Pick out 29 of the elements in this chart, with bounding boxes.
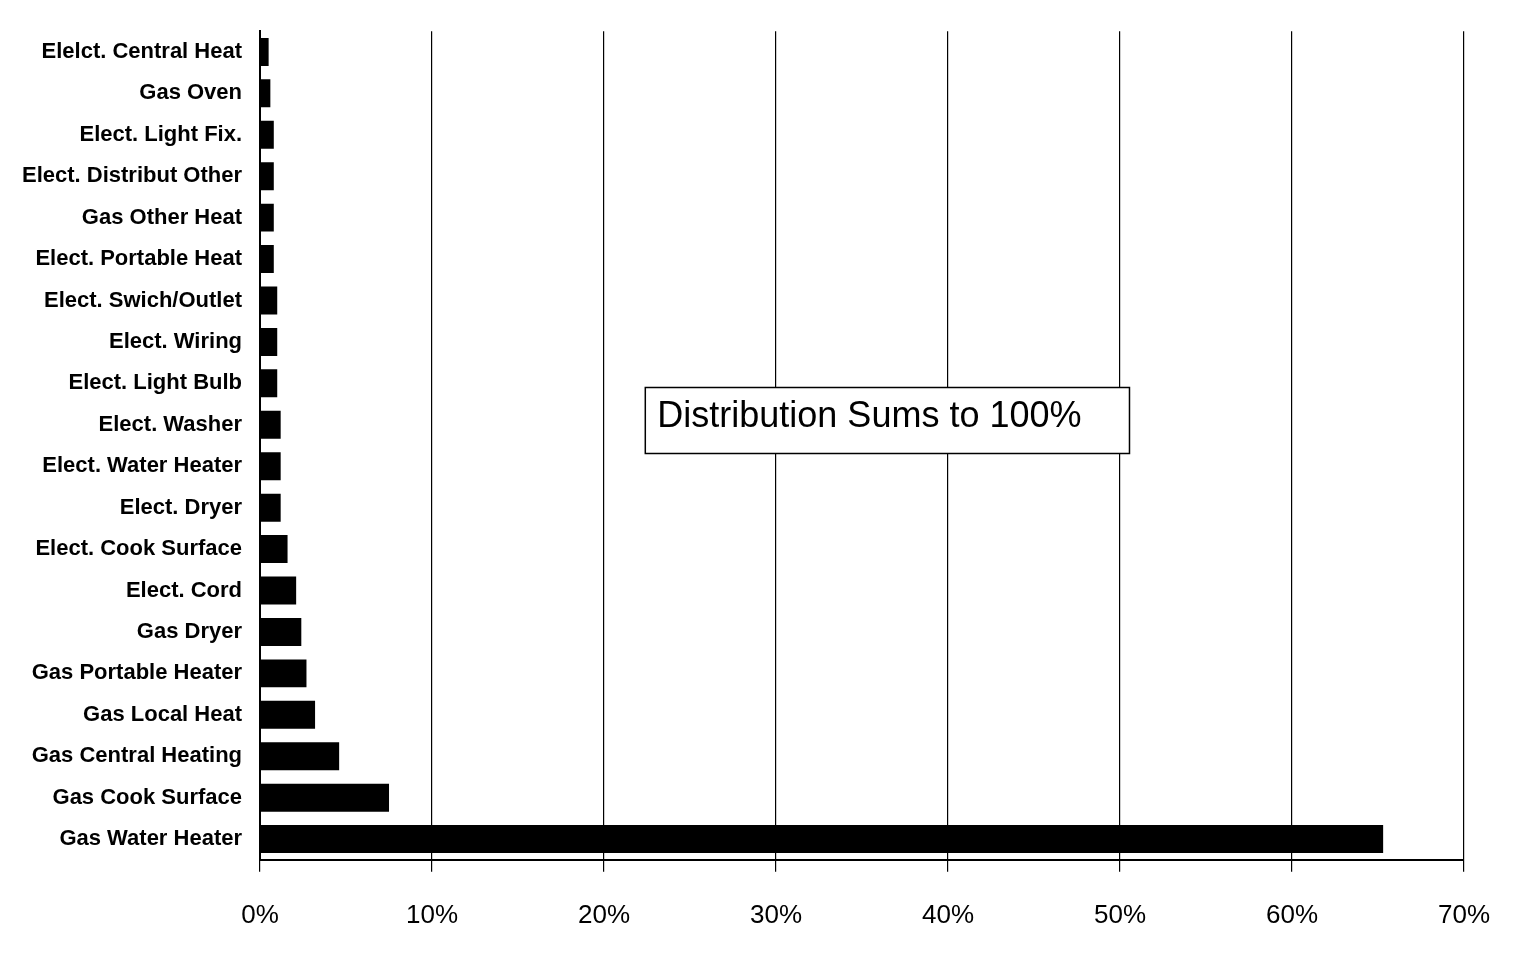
y-tick-label: Elect. Wiring xyxy=(108,327,243,353)
y-tick-label: Gas Other Heat xyxy=(81,203,243,229)
y-tick-label: Elect. Cook Surface xyxy=(35,535,243,561)
x-tick-label: 10% xyxy=(406,898,459,929)
y-tick-label: Gas Cook Surface xyxy=(52,783,243,809)
x-tick-label: 60% xyxy=(1265,898,1319,929)
x-tick-label: 40% xyxy=(921,898,975,929)
y-tick-label: Elect. Swich/Outlet xyxy=(43,286,243,312)
x-tick-label: 0% xyxy=(241,898,279,929)
x-tick-label: 70% xyxy=(1437,898,1490,929)
x-tick-label: 20% xyxy=(577,898,631,929)
y-tick-label: Gas Local Heat xyxy=(83,700,243,726)
y-tick-label: Elect. Distribut Other xyxy=(21,162,243,188)
y-tick-label: Elelct. Central Heat xyxy=(41,37,243,63)
y-tick-label: Elect. Light Fix. xyxy=(79,120,243,146)
y-tick-label: Gas Oven xyxy=(139,79,243,105)
y-tick-label: Gas Portable Heater xyxy=(31,659,243,685)
y-tick-label: Elect. Washer xyxy=(98,410,243,436)
x-tick-label: 50% xyxy=(1093,898,1147,929)
y-tick-label: Gas Water Heater xyxy=(59,825,243,851)
y-tick-label: Elect. Light Bulb xyxy=(68,369,243,395)
x-tick-label: 30% xyxy=(749,898,803,929)
y-tick-label: Elect. Portable Heat xyxy=(35,245,243,271)
y-tick-label: Gas Dryer xyxy=(136,618,243,643)
annotation: Distribution Sums to 100% xyxy=(657,394,1082,436)
y-tick-label: Elect. Water Heater xyxy=(42,452,243,478)
y-tick-label: Elect. Dryer xyxy=(119,493,243,519)
y-tick-label: Elect. Cord xyxy=(125,576,243,602)
y-tick-label: Gas Central Heating xyxy=(31,742,243,768)
